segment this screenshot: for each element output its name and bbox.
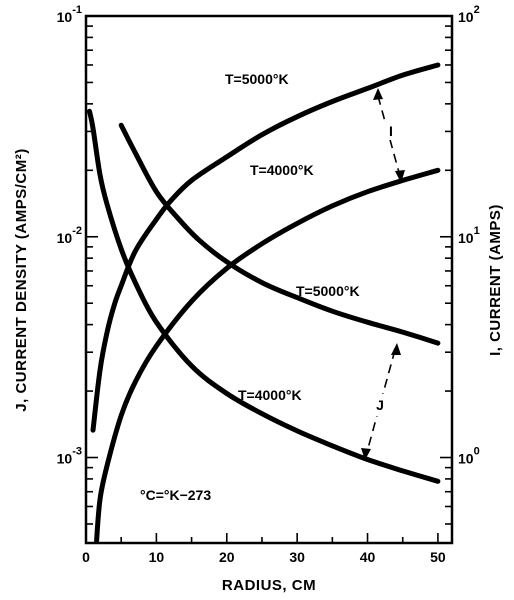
- x-tick-label: 40: [360, 549, 376, 565]
- curve-label-i-4000: T=4000°K: [250, 162, 314, 178]
- left-y-axis-title: J, CURRENT DENSITY (AMPS/CM²): [13, 148, 30, 411]
- x-tick-label: 30: [289, 549, 305, 565]
- curve-label-j-5000: T=5000°K: [296, 283, 360, 299]
- i-marker-label: I: [389, 123, 393, 139]
- j-arrow-head-top: [391, 343, 401, 355]
- series-line-j-5000: [118, 122, 441, 346]
- right-y-axis-title: I, CURRENT (AMPS): [487, 204, 504, 356]
- left-tick-label: 10-3: [57, 446, 82, 467]
- i-arrow-head-bottom: [395, 170, 405, 183]
- right-tick-label: 102: [458, 4, 480, 25]
- curve-label-i-5000: T=5000°K: [225, 71, 289, 87]
- x-tick-label: 10: [149, 549, 165, 565]
- x-tick-labels: 0 10 20 30 40 50: [82, 549, 446, 565]
- curve-label-j-4000: T=4000°K: [238, 387, 302, 403]
- i-marker: I: [373, 88, 405, 183]
- series-line-i-5000: [90, 62, 441, 433]
- j-marker: J: [361, 343, 401, 460]
- tick-marks: [85, 15, 452, 543]
- series-curves: [87, 62, 441, 544]
- left-y-tick-labels: 10-1 10-2 10-3: [57, 4, 82, 467]
- right-y-tick-labels: 102 101 100: [458, 4, 480, 467]
- series-line-i-4000: [94, 167, 441, 544]
- left-tick-label: 10-1: [57, 4, 82, 25]
- temperature-conversion-note: °C=°K−273: [140, 487, 211, 503]
- i-arrow-head-top: [373, 88, 383, 100]
- left-tick-label: 10-2: [57, 225, 82, 246]
- right-tick-label: 100: [458, 446, 480, 467]
- x-axis-title: RADIUS, CM: [222, 577, 316, 594]
- plot-frame: [84, 14, 454, 545]
- x-tick-label: 20: [219, 549, 235, 565]
- x-tick-label: 50: [430, 549, 446, 565]
- x-tick-label: 0: [82, 549, 90, 565]
- j-marker-label: J: [376, 397, 384, 413]
- series-line-j-4000: [87, 108, 441, 484]
- j-arrow-head-bottom: [361, 448, 371, 460]
- right-tick-label: 101: [458, 225, 480, 246]
